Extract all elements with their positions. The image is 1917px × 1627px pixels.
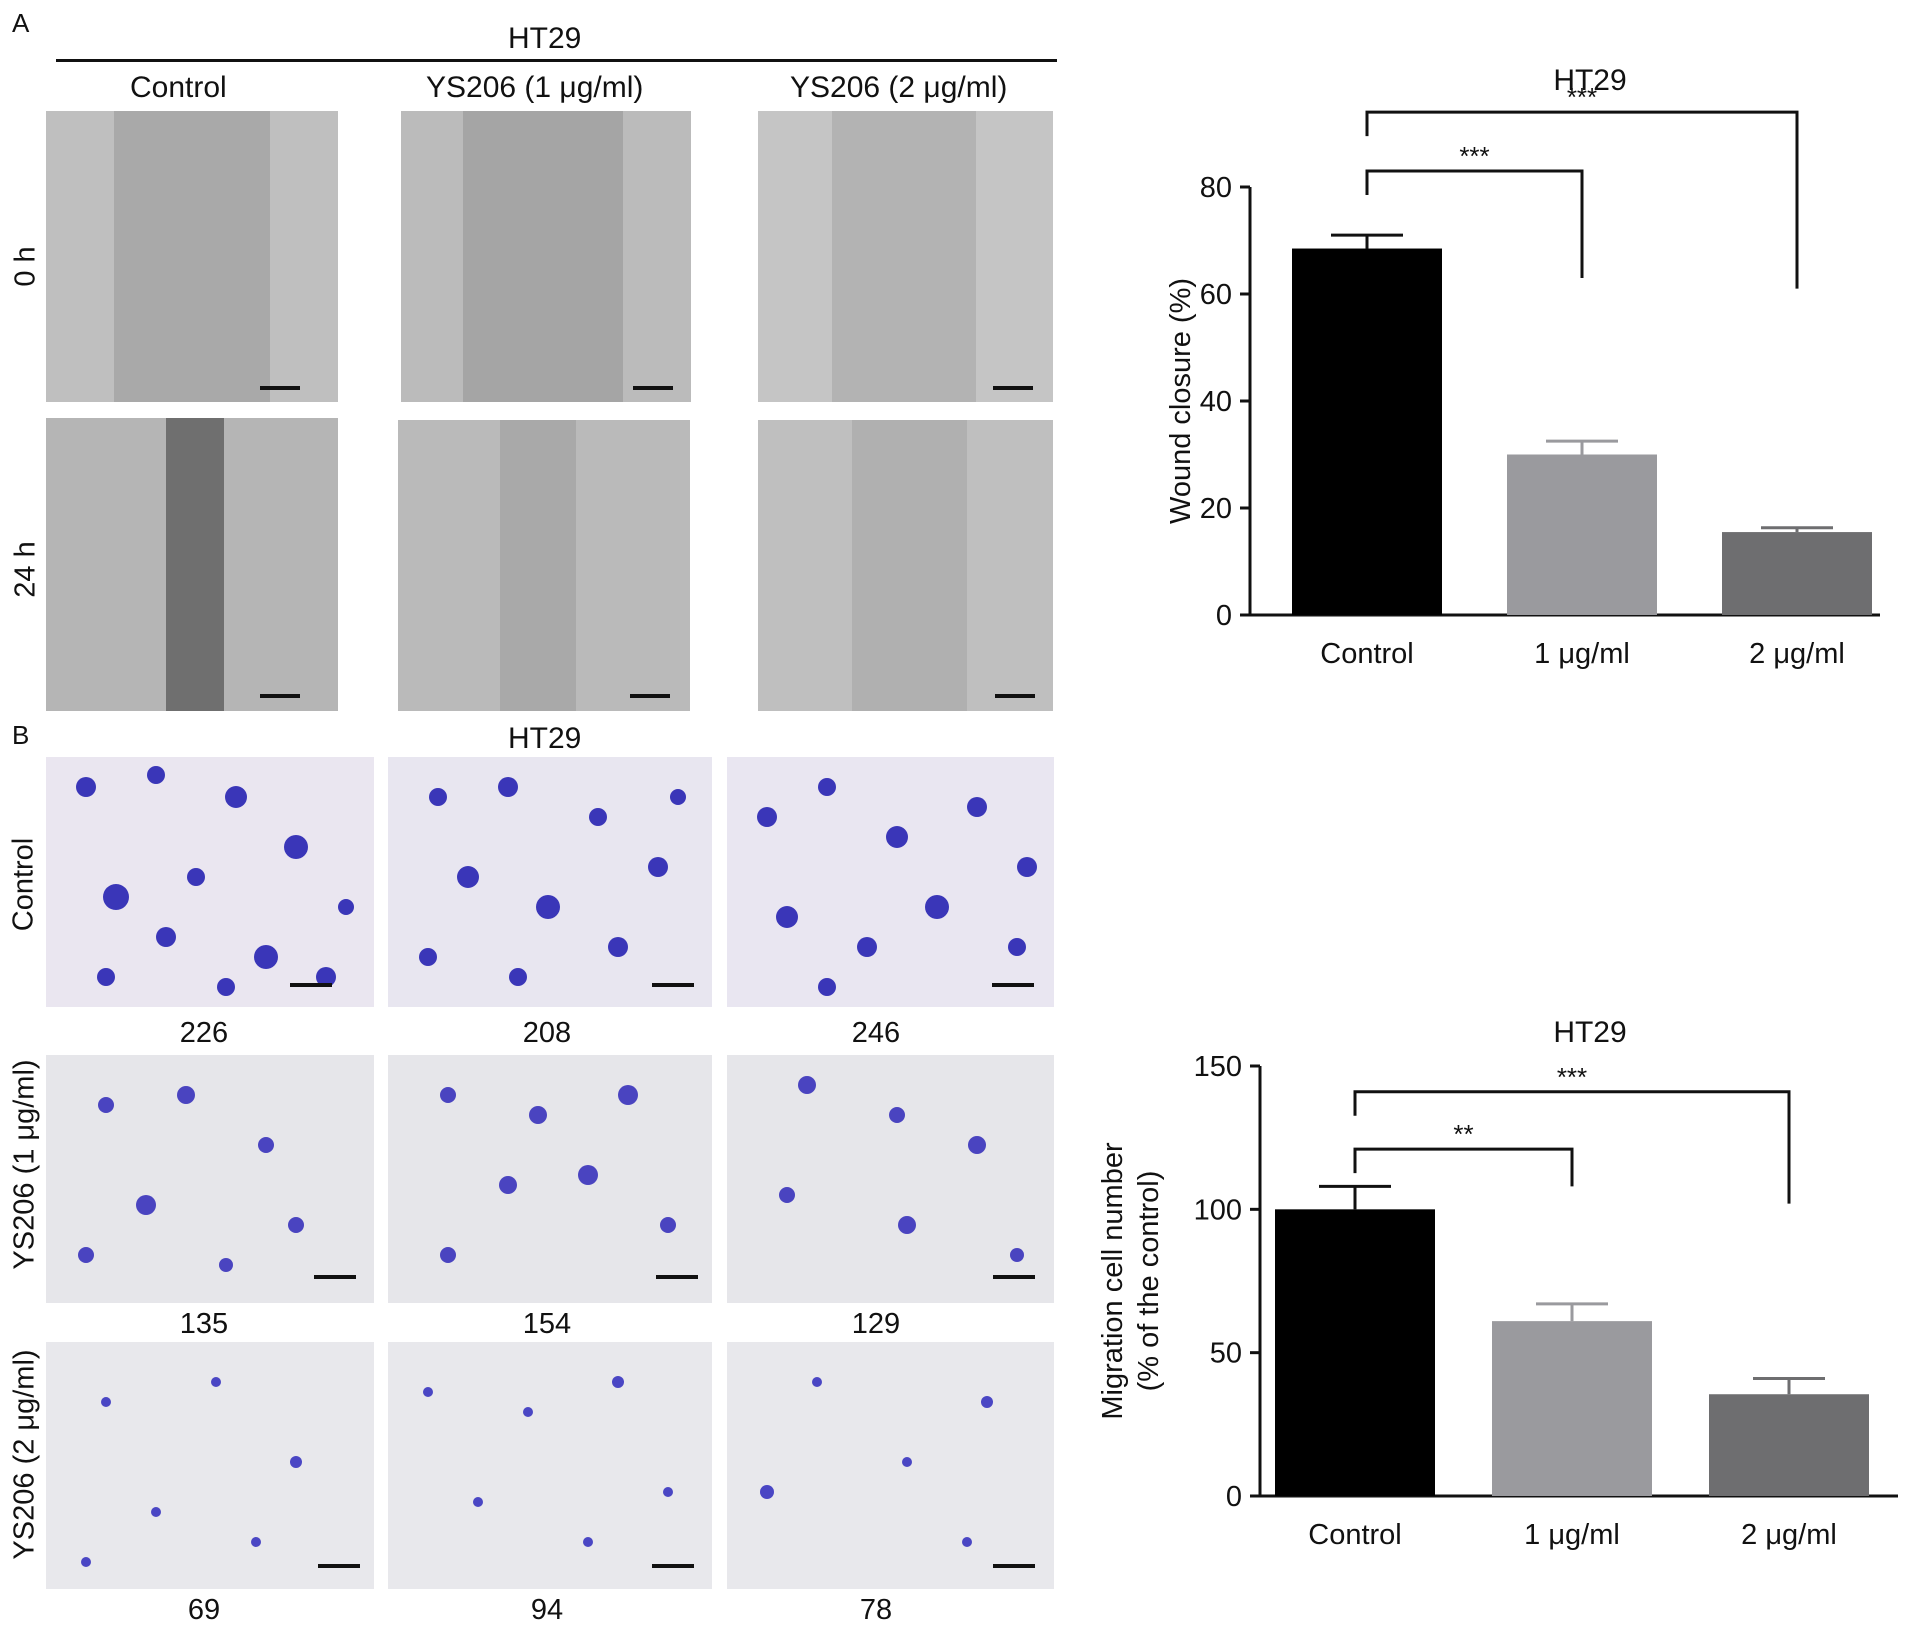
bar — [1709, 1394, 1869, 1496]
y-tick-label: 50 — [1210, 1338, 1242, 1370]
significance-bracket — [1365, 169, 1584, 278]
y-tick-label: 80 — [1200, 172, 1232, 204]
x-tick-label: Control — [1308, 1519, 1402, 1551]
panel-b-letter: B — [12, 720, 30, 750]
y-tick-label: 0 — [1216, 600, 1232, 632]
cell-count: 129 — [851, 1308, 901, 1340]
x-tick-label: 1 μg/ml — [1534, 638, 1630, 670]
significance-label: *** — [1459, 141, 1489, 171]
migration-chart: HT29 0 50 100 150 Migration cell number (% of … — [1097, 1016, 1898, 1551]
bar — [1292, 248, 1442, 615]
wound-image-1ug-24h — [398, 420, 690, 711]
chart-title: HT29 — [1553, 1016, 1626, 1049]
panel-b-row-label-control: Control — [7, 837, 40, 932]
panel-a-header-rule — [56, 59, 1057, 62]
panel-b-row-label-1ug: YS206 (1 μg/ml) — [8, 1059, 41, 1270]
wound-image-control-24h — [46, 418, 338, 711]
significance-label: *** — [1567, 82, 1597, 112]
wound-image-control-0h — [46, 111, 338, 402]
panel-b-row-label-2ug: YS206 (2 μg/ml) — [8, 1349, 41, 1560]
cell-count: 154 — [522, 1308, 572, 1340]
transwell-image-2ug-3 — [727, 1342, 1054, 1589]
bar — [1492, 1321, 1652, 1496]
transwell-image-1ug-3 — [727, 1055, 1054, 1303]
cell-count: 135 — [179, 1308, 229, 1340]
wound-image-2ug-24h — [758, 420, 1053, 711]
x-tick-label: 2 μg/ml — [1749, 638, 1845, 670]
transwell-image-2ug-2 — [388, 1342, 712, 1589]
panel-a-col-label-2ug: YS206 (2 μg/ml) — [790, 71, 1008, 104]
panel-a-row-label-24h: 24 h — [9, 541, 42, 598]
bar — [1507, 454, 1657, 615]
y-tick-label: 60 — [1200, 279, 1232, 311]
bar — [1722, 532, 1872, 615]
significance-label: *** — [1557, 1062, 1587, 1092]
significance-bracket — [1365, 110, 1799, 289]
wound-image-2ug-0h — [758, 111, 1053, 402]
panel-a-col-label-control: Control — [130, 71, 227, 104]
x-tick-label: 2 μg/ml — [1741, 1519, 1837, 1551]
wound-closure-chart: HT29 0 20 40 60 80 Wound closure (%) Control 1 μ… — [1165, 64, 1880, 670]
cell-count: 78 — [859, 1594, 893, 1626]
transwell-image-1ug-2 — [388, 1055, 712, 1303]
y-tick-label: 0 — [1226, 1481, 1242, 1513]
cell-count: 208 — [522, 1017, 572, 1049]
y-tick-label: 40 — [1200, 386, 1232, 418]
panel-a-row-label-0h: 0 h — [9, 246, 42, 287]
transwell-image-1ug-1 — [46, 1055, 374, 1303]
y-axis-label: (% of the control) — [1133, 1171, 1165, 1392]
transwell-image-control-3 — [727, 757, 1054, 1007]
cell-count: 226 — [179, 1017, 229, 1049]
cell-count: 246 — [851, 1017, 901, 1049]
bar — [1275, 1209, 1435, 1496]
x-tick-label: Control — [1320, 638, 1414, 670]
significance-label: ** — [1453, 1119, 1473, 1149]
panel-b-cell-line: HT29 — [508, 722, 582, 755]
panel-a-col-label-1ug: YS206 (1 μg/ml) — [426, 71, 644, 104]
significance-bracket — [1353, 1090, 1791, 1204]
x-tick-label: 1 μg/ml — [1524, 1519, 1620, 1551]
transwell-image-control-1 — [46, 757, 374, 1007]
significance-bracket — [1353, 1147, 1574, 1187]
y-tick-label: 20 — [1200, 493, 1232, 525]
y-tick-label: 150 — [1194, 1051, 1242, 1083]
transwell-image-control-2 — [388, 757, 712, 1007]
y-tick-label: 100 — [1194, 1194, 1242, 1226]
cell-count: 94 — [530, 1594, 564, 1626]
chart-title: HT29 — [1553, 64, 1626, 97]
y-axis-label: Migration cell number — [1097, 1142, 1129, 1420]
panel-a-cell-line: HT29 — [508, 22, 582, 55]
wound-image-1ug-0h — [401, 111, 691, 402]
panel-a-letter: A — [12, 8, 30, 38]
transwell-image-2ug-1 — [46, 1342, 374, 1589]
cell-count: 69 — [187, 1594, 221, 1626]
y-axis-label: Wound closure (%) — [1165, 278, 1197, 524]
